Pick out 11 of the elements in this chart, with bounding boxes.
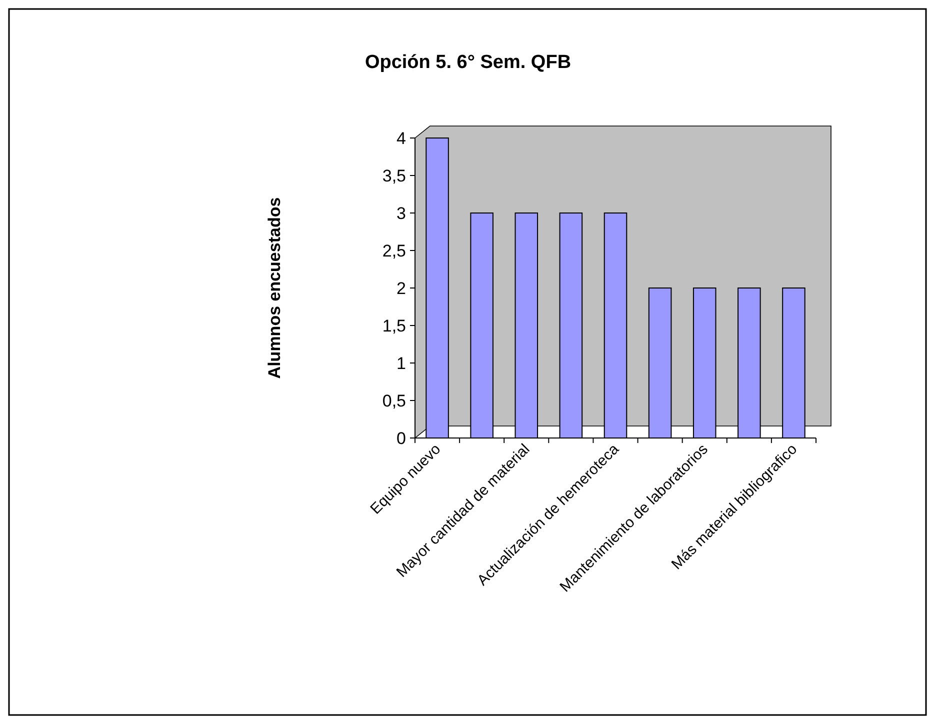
y-tick-label: 1,5 [382,316,406,336]
y-tick-label: 1 [396,354,406,373]
y-tick-label: 0,5 [382,391,406,410]
y-tick-label: 3,5 [382,166,406,186]
y-tick-label: 3 [396,204,406,223]
y-axis-title: Alumnos encuestados [265,197,284,379]
y-tick-label: 2,5 [382,241,406,260]
y-tick-label: 4 [396,128,406,148]
y-tick-label: 2 [396,278,406,298]
y-tick-label: 0 [396,428,406,448]
chart-title: Opción 5. 6° Sem. QFB [364,52,572,73]
